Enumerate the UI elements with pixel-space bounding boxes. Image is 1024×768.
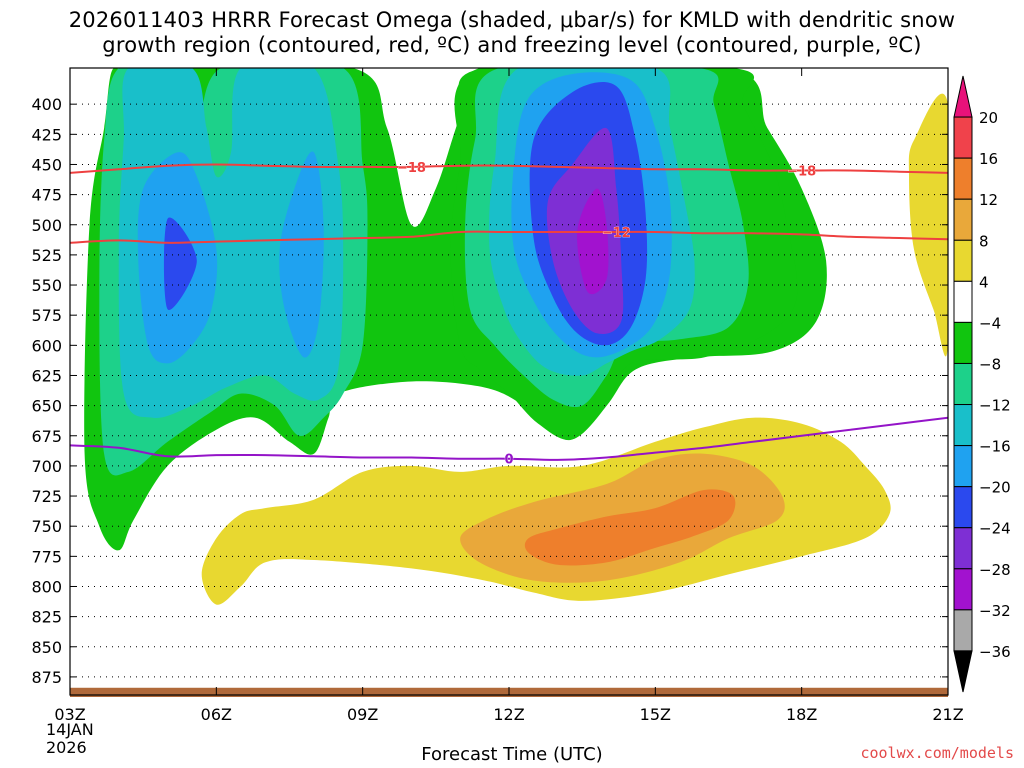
contour-dgz-top — [70, 163, 948, 174]
x-axis-date-label: 14JAN — [46, 720, 94, 739]
colorbar-label: −16 — [979, 438, 1011, 456]
colorbar-bin — [953, 445, 973, 488]
x-axis-title: Forecast Time (UTC) — [421, 744, 603, 765]
source-credit[interactable]: coolwx.com/models — [860, 744, 1014, 762]
x-tick-label: 21Z — [932, 705, 963, 724]
chart-title-line-1: 2026011403 HRRR Forecast Omega (shaded, … — [68, 8, 956, 32]
colorbar-label: −28 — [979, 561, 1011, 579]
colorbar-bin — [953, 75, 973, 118]
colorbar-bin — [953, 650, 973, 693]
x-tick-label: 15Z — [640, 705, 671, 724]
colorbar-bin — [953, 609, 973, 652]
y-tick-label: 850 — [31, 638, 62, 657]
y-tick-label: 775 — [31, 547, 62, 566]
y-tick-label: 825 — [31, 608, 62, 627]
y-tick-label: 425 — [31, 125, 62, 144]
colorbar-label: 12 — [979, 191, 998, 209]
colorbar-label: 8 — [979, 232, 989, 250]
y-tick-label: 800 — [31, 577, 62, 596]
colorbar-bin — [953, 527, 973, 570]
y-tick-label: 400 — [31, 95, 62, 114]
y-tick-label: 650 — [31, 397, 62, 416]
grid: 400 425 450 475 500 525 550 575 600 625 650 675 700 7… — [31, 68, 964, 724]
colorbar-label: −24 — [979, 520, 1011, 538]
colorbar-bin — [953, 116, 973, 159]
colorbar-bin — [953, 157, 973, 200]
y-tick-label: 725 — [31, 487, 62, 506]
omega-region-upward-blue-2 — [279, 151, 324, 358]
contour-label: −12 — [602, 226, 631, 241]
x-axis-year-label: 2026 — [46, 738, 87, 757]
y-tick-label: 700 — [31, 457, 62, 476]
chart-title-line-2: growth region (contoured, red, ºC) and f… — [102, 33, 922, 57]
y-tick-label: 450 — [31, 155, 62, 174]
y-tick-label: 600 — [31, 336, 62, 355]
y-tick-label: 575 — [31, 306, 62, 325]
omega-shading — [84, 68, 948, 605]
contour-dgz-bottom — [70, 230, 948, 244]
x-tick-label: 12Z — [493, 705, 524, 724]
colorbar-bin — [953, 568, 973, 611]
contour-label: 0 — [504, 453, 513, 468]
contour-lines: −18 −18 −12 0 — [70, 161, 948, 468]
omega-region-downward-orange — [524, 489, 736, 566]
plot-frame — [69, 67, 949, 696]
colorbar-bin — [953, 321, 973, 364]
x-tick-label: 03Z — [54, 705, 85, 724]
colorbar-label: 20 — [979, 109, 998, 127]
y-tick-label: 875 — [31, 668, 62, 687]
colorbar-label: −4 — [979, 314, 1001, 332]
y-tick-label: 625 — [31, 366, 62, 385]
x-tick-label: 18Z — [786, 705, 817, 724]
colorbar-label: −36 — [979, 643, 1011, 661]
colorbar-bin — [953, 239, 973, 282]
contour-label: −18 — [787, 164, 816, 179]
colorbar-label: −8 — [979, 355, 1001, 373]
y-tick-label: 550 — [31, 276, 62, 295]
colorbar-bin — [953, 362, 973, 406]
colorbar-label: 4 — [979, 273, 989, 291]
omega-region-upward-royal-blue — [163, 217, 197, 311]
colorbar: 20 16 12 8 4 −4 −8 −12 −16 −20 −24 −28 −32 −36 — [953, 75, 1011, 693]
colorbar-bin — [953, 280, 973, 323]
y-tick-label: 675 — [31, 427, 62, 446]
colorbar-bin — [953, 198, 973, 241]
colorbar-label: 16 — [979, 150, 998, 168]
omega-region-upward-violet — [577, 188, 609, 295]
colorbar-label: −12 — [979, 397, 1011, 415]
contour-freezing-level — [70, 416, 948, 461]
colorbar-bin — [953, 486, 973, 529]
x-tick-label: 06Z — [201, 705, 232, 724]
colorbar-bin — [953, 404, 973, 447]
y-tick-label: 500 — [31, 216, 62, 235]
y-tick-label: 525 — [31, 246, 62, 265]
y-tick-label: 750 — [31, 517, 62, 536]
contour-label: −18 — [397, 161, 426, 176]
colorbar-label: −32 — [979, 602, 1011, 620]
colorbar-label: −20 — [979, 479, 1011, 497]
y-tick-label: 475 — [31, 186, 62, 205]
x-tick-label: 09Z — [347, 705, 378, 724]
